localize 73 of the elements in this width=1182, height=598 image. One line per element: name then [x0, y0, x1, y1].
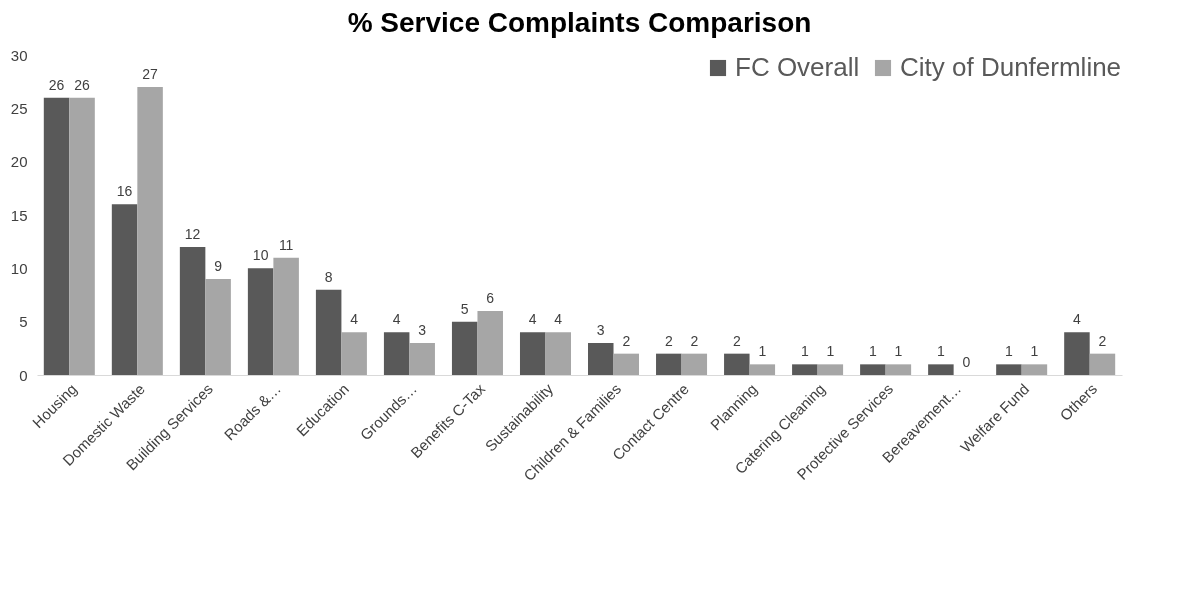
- bar: [451, 321, 478, 375]
- data-label: 4: [528, 311, 537, 328]
- bar: [588, 343, 614, 375]
- legend-label: City of Dunfermline: [900, 52, 1122, 82]
- data-label: 10: [252, 247, 269, 264]
- bar: [545, 332, 571, 375]
- data-label: 8: [324, 268, 333, 285]
- bar: [613, 353, 640, 375]
- data-label: 2: [664, 332, 673, 349]
- y-tick-label: 25: [10, 99, 28, 117]
- bar: [179, 247, 206, 375]
- data-label: 1: [826, 343, 835, 360]
- data-label: 1: [1005, 343, 1014, 360]
- data-label: 9: [214, 258, 223, 274]
- bar: [383, 332, 410, 375]
- bar: [817, 364, 844, 375]
- bar: [928, 364, 954, 375]
- y-tick-label: 0: [19, 366, 28, 384]
- bar: [341, 332, 367, 375]
- bar: [724, 353, 750, 375]
- bar: [860, 364, 886, 375]
- data-label: 1: [868, 343, 877, 360]
- data-label: 2: [622, 332, 631, 349]
- data-label: 5: [460, 300, 469, 317]
- data-label: 1: [894, 343, 903, 360]
- bar: [43, 97, 70, 375]
- legend-label: FC Overall: [735, 52, 860, 82]
- bar: [681, 353, 708, 375]
- bar: [205, 279, 231, 375]
- bar: [247, 268, 274, 375]
- data-label: 1: [758, 343, 767, 360]
- data-label: 6: [486, 290, 495, 306]
- data-label: 2: [1098, 332, 1107, 349]
- bar: [315, 289, 342, 375]
- bar: [273, 257, 299, 375]
- y-tick-label: 20: [10, 153, 28, 171]
- data-label: 1: [1030, 343, 1039, 360]
- data-label: 16: [116, 183, 133, 200]
- data-label: 2: [732, 332, 741, 349]
- y-tick-label: 10: [10, 259, 28, 277]
- bar: [996, 364, 1022, 375]
- bar: [69, 97, 95, 375]
- data-label: 2: [690, 332, 699, 349]
- bar: [519, 332, 546, 375]
- data-label: 26: [48, 76, 65, 93]
- bar: [409, 343, 435, 375]
- data-label: 11: [278, 236, 294, 253]
- chart-title: % Service Complaints Comparison: [347, 7, 812, 38]
- data-label: 1: [800, 343, 809, 360]
- bar: [656, 353, 682, 375]
- data-label: 12: [184, 226, 201, 242]
- bar: [1089, 353, 1116, 375]
- data-label: 0: [962, 354, 971, 370]
- data-label: 3: [418, 322, 427, 338]
- bar: [1064, 332, 1090, 375]
- bar: [885, 364, 912, 375]
- y-tick-label: 5: [19, 313, 28, 331]
- data-label: 4: [554, 311, 563, 328]
- data-label: 1: [936, 343, 945, 360]
- bar: [749, 364, 776, 375]
- data-label: 26: [74, 76, 91, 93]
- y-tick-label: 30: [10, 46, 28, 64]
- bar: [792, 364, 818, 375]
- data-label: 3: [596, 322, 605, 338]
- data-label: 4: [1073, 311, 1082, 328]
- data-label: 4: [392, 311, 401, 328]
- data-label: 27: [142, 66, 159, 82]
- bar: [477, 311, 503, 375]
- y-tick-label: 15: [10, 206, 28, 224]
- bar: [137, 87, 163, 375]
- bar: [1021, 364, 1048, 375]
- data-label: 4: [350, 311, 359, 328]
- bar: [111, 204, 138, 375]
